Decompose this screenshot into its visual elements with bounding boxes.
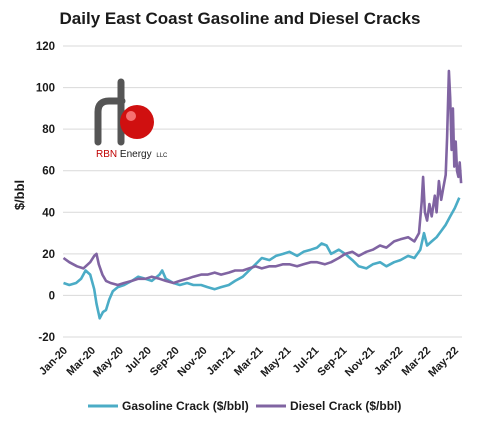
series-line-diesel	[62, 69, 463, 287]
logo-ball	[120, 105, 154, 139]
rbn-energy-logo: RBN Energy LLC	[94, 78, 168, 160]
x-tick-label: Jan-20	[37, 345, 70, 378]
y-axis-ticks: -20 0 20 40 60 80 100 120	[36, 41, 55, 344]
y-tick-label: 80	[42, 124, 55, 136]
y-tick-label: 40	[42, 207, 55, 219]
x-tick-label: May-21	[259, 345, 294, 380]
series-lines	[62, 69, 463, 320]
y-tick-label: -20	[38, 332, 55, 344]
x-tick-label: Sep-21	[315, 345, 349, 379]
logo-pipe-r	[94, 97, 126, 146]
y-tick-label: 120	[36, 41, 55, 53]
x-axis-ticks: Jan-20Mar-20May-20Jul-20Sep-20Nov-20Jan-…	[37, 345, 461, 380]
logo-text: RBN Energy LLC	[96, 149, 168, 160]
x-tick-label: May-20	[91, 345, 126, 380]
y-tick-label: 20	[42, 249, 55, 261]
x-tick-label: Nov-20	[175, 345, 209, 379]
y-tick-label: 0	[49, 290, 55, 302]
x-tick-label: Jan-22	[372, 345, 405, 378]
legend: Gasoline Crack ($/bbl) Diesel Crack ($/b…	[88, 399, 401, 413]
x-tick-label: Jan-21	[205, 345, 238, 378]
series-line-gasoline	[63, 197, 461, 320]
logo-word: Energy	[117, 149, 151, 160]
x-tick-label: Sep-20	[148, 345, 182, 379]
y-tick-label: 100	[36, 83, 55, 95]
logo-brand: RBN	[96, 149, 117, 160]
y-tick-label: 60	[42, 166, 55, 178]
x-tick-label: May-22	[426, 345, 461, 380]
logo-suffix: LLC	[156, 153, 168, 159]
y-axis-label: $/bbl	[12, 180, 27, 210]
chart-title: Daily East Coast Gasoline and Diesel Cra…	[60, 9, 421, 28]
legend-label-gasoline: Gasoline Crack ($/bbl)	[122, 399, 249, 413]
legend-label-diesel: Diesel Crack ($/bbl)	[290, 399, 401, 413]
x-tick-label: Nov-21	[343, 345, 377, 379]
